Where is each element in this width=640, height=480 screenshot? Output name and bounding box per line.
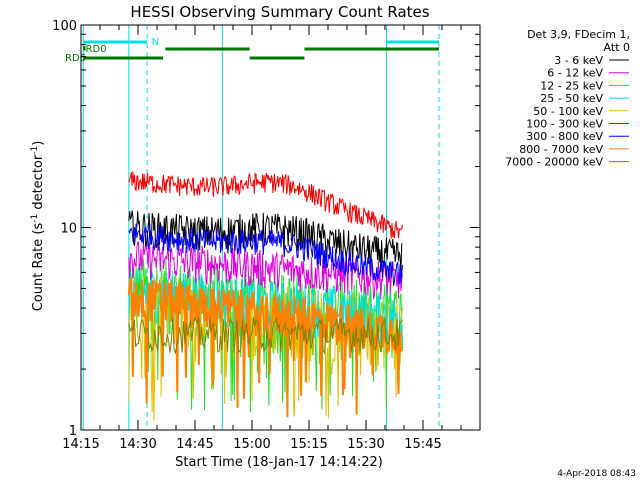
series-line-7 — [127, 277, 404, 418]
x-tick-label-2: 14:45 — [176, 437, 213, 452]
series-line-1 — [128, 241, 403, 300]
x-tick-label-4: 15:15 — [290, 437, 327, 452]
legend-entry-2: 12 - 25 keV — [540, 79, 603, 92]
series-line-6 — [128, 223, 403, 287]
legend-entry-6: 300 - 800 keV — [526, 130, 603, 143]
status-label-3: RD0 — [86, 44, 107, 55]
y-tick-label-2: 100 — [52, 19, 77, 34]
series-line-8 — [128, 316, 403, 355]
y-tick-label-1: 10 — [60, 222, 77, 237]
x-tick-label-6: 15:45 — [404, 437, 441, 452]
series-line-0 — [128, 210, 403, 275]
x-axis-label: Start Time (18-Jan-17 14:14:22) — [175, 455, 383, 470]
y-tick-label-0: 1 — [69, 424, 77, 439]
y-axis-label: Count Rate (s-1 detector-1) — [30, 141, 46, 312]
rd0-marker — [83, 46, 86, 49]
chart-title: HESSI Observing Summary Count Rates — [130, 3, 429, 21]
legend-entry-1: 6 - 12 keV — [547, 67, 603, 80]
legend-entry-3: 25 - 50 keV — [540, 92, 603, 105]
x-tick-label-3: 15:00 — [233, 437, 270, 452]
x-tick-label-0: 14:15 — [62, 437, 99, 452]
timestamp: 4-Apr-2018 08:43 — [557, 469, 636, 479]
x-tick-label-1: 14:30 — [119, 437, 156, 452]
legend-entry-5: 100 - 300 keV — [526, 118, 603, 131]
legend-entry-4: 50 - 100 keV — [533, 105, 603, 118]
axes: 1 10 100 14:15 14:30 14:45 15:00 15:15 15:30 15:4… — [52, 19, 481, 452]
x-tick-label-5: 15:30 — [347, 437, 384, 452]
series-line-5 — [128, 171, 403, 239]
legend-header-1: Det 3,9, FDecim 1, — [527, 28, 630, 41]
legend-entry-0: 3 - 6 keV — [554, 54, 603, 67]
legend-header-2: Att 0 — [604, 41, 630, 54]
legend-entry-8: 7000 - 20000 keV — [505, 156, 603, 169]
legend-entry-7: 800 - 7000 keV — [519, 143, 603, 156]
status-label-6: RD6 — [65, 53, 86, 64]
status-label-1: N — [152, 37, 159, 48]
